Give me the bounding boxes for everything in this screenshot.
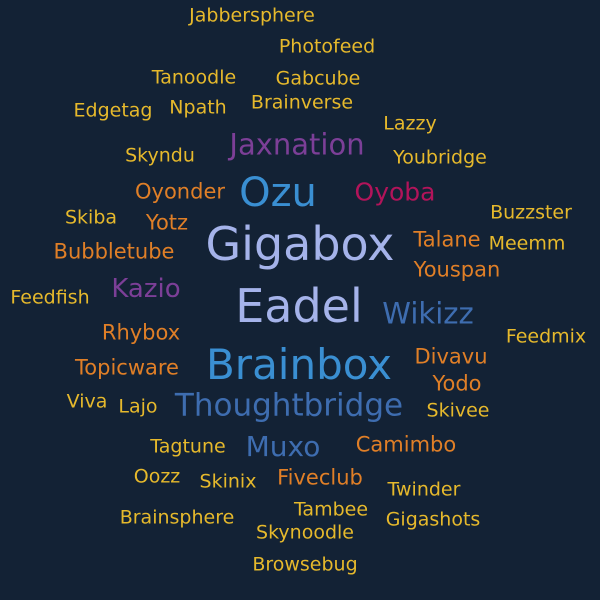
word-gigabox: Gigabox xyxy=(205,217,395,271)
word-skynoodle: Skynoodle xyxy=(256,521,354,544)
word-jaxnation: Jaxnation xyxy=(229,127,365,162)
word-kazio: Kazio xyxy=(111,274,181,304)
word-yodo: Yodo xyxy=(432,371,482,396)
word-oyonder: Oyonder xyxy=(135,179,225,204)
word-skiba: Skiba xyxy=(64,206,118,229)
word-buzzster: Buzzster xyxy=(490,201,572,224)
word-eadel: Eadel xyxy=(235,279,363,333)
word-muxo: Muxo xyxy=(245,430,321,463)
word-skivee: Skivee xyxy=(426,399,490,422)
word-oozz: Oozz xyxy=(133,465,181,488)
word-photofeed: Photofeed xyxy=(278,35,376,58)
word-camimbo: Camimbo xyxy=(355,432,457,457)
word-meemm: Meemm xyxy=(488,232,566,255)
word-youbridge: Youbridge xyxy=(393,146,487,169)
word-lazzy: Lazzy xyxy=(383,112,437,135)
word-bubbletube: Bubbletube xyxy=(53,239,175,264)
word-twinder: Twinder xyxy=(387,478,461,501)
word-ozu: Ozu xyxy=(239,170,317,216)
word-skinix: Skinix xyxy=(199,470,257,493)
word-brainverse: Brainverse xyxy=(250,91,354,114)
word-gigashots: Gigashots xyxy=(385,508,481,531)
word-skyndu: Skyndu xyxy=(125,144,195,167)
word-youspan: Youspan xyxy=(413,257,501,282)
word-feedfish: Feedfish xyxy=(10,286,90,309)
word-lajo: Lajo xyxy=(118,395,158,418)
word-tagtune: Tagtune xyxy=(150,435,226,458)
word-gabcube: Gabcube xyxy=(275,67,361,90)
word-topicware: Topicware xyxy=(75,355,179,380)
word-thoughtbridge: Thoughtbridge xyxy=(174,387,404,424)
word-talane: Talane xyxy=(413,227,481,252)
word-tambee: Tambee xyxy=(293,498,369,521)
word-oyoba: Oyoba xyxy=(354,177,436,207)
word-fiveclub: Fiveclub xyxy=(277,465,363,490)
word-viva: Viva xyxy=(66,390,108,413)
word-feedmix: Feedmix xyxy=(505,325,587,348)
word-yotz: Yotz xyxy=(145,210,189,235)
word-jabbersphere: Jabbersphere xyxy=(189,4,315,27)
word-rhybox: Rhybox xyxy=(101,320,181,345)
word-edgetag: Edgetag xyxy=(73,99,153,122)
word-divavu: Divavu xyxy=(414,344,488,369)
word-brainsphere: Brainsphere xyxy=(119,506,235,529)
word-npath: Npath xyxy=(169,96,227,119)
word-brainbox: Brainbox xyxy=(205,340,393,389)
word-tanoodle: Tanoodle xyxy=(151,66,237,89)
word-browsebug: Browsebug xyxy=(252,553,358,576)
word-wikizz: Wikizz xyxy=(382,296,474,331)
